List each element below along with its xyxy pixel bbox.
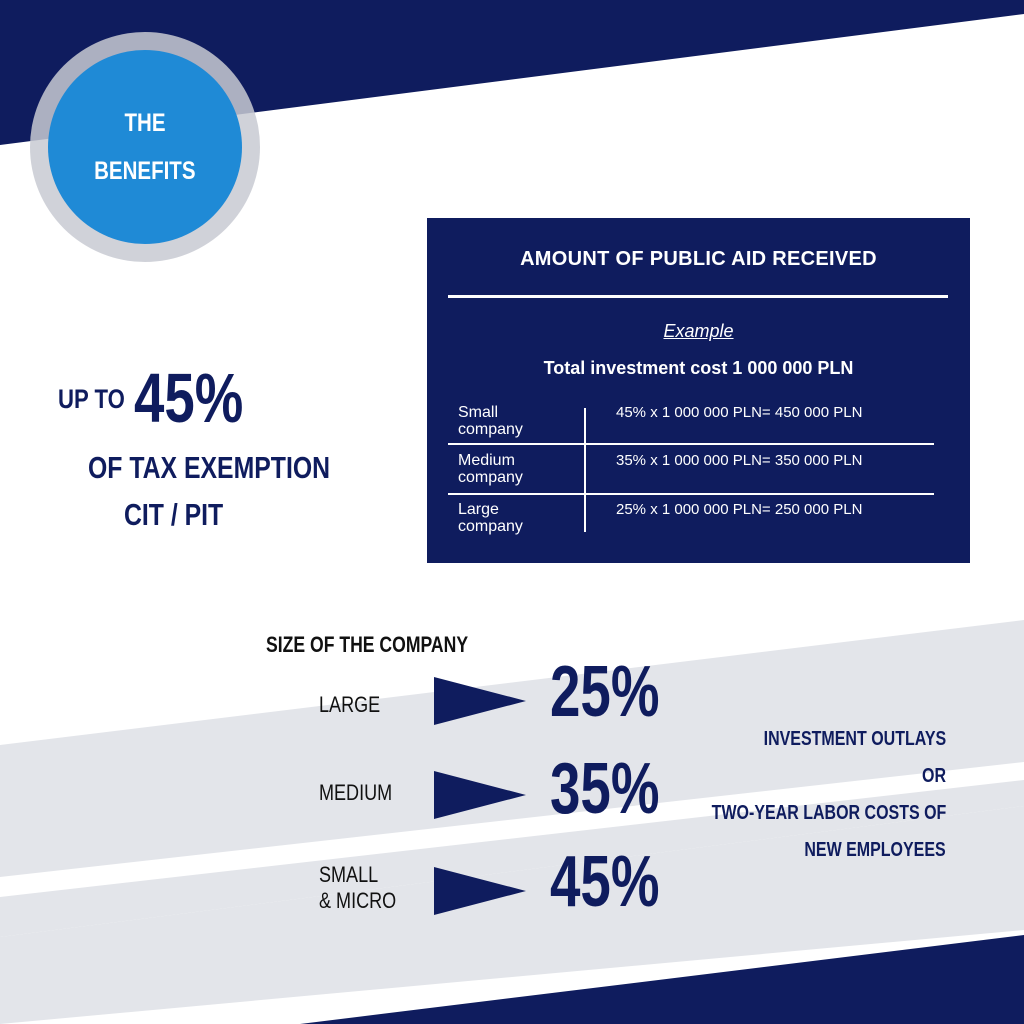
size-label-medium: MEDIUM bbox=[319, 780, 393, 805]
size-section-title: SIZE OF THE COMPANY bbox=[266, 632, 469, 657]
size-label-small: SMALL & MICRO bbox=[319, 862, 396, 914]
table-row-calc: 25% x 1 000 000 PLN= 250 000 PLN bbox=[616, 501, 863, 518]
size-label-large: LARGE bbox=[319, 692, 381, 717]
note-line-1: INVESTMENT OUTLAYS bbox=[763, 728, 946, 750]
size-label-line: & MICRO bbox=[319, 888, 397, 913]
table-row-label: Small company bbox=[458, 404, 578, 438]
badge-line-1: THE bbox=[124, 109, 166, 137]
panel-divider bbox=[448, 295, 948, 298]
gray-band-bottom bbox=[0, 806, 1024, 1024]
panel-title: AMOUNT OF PUBLIC AID RECEIVED bbox=[520, 248, 877, 270]
row-label-line: company bbox=[458, 518, 523, 535]
size-value-large: 25% bbox=[550, 652, 660, 732]
size-value-medium: 35% bbox=[550, 749, 660, 829]
note-line-4: NEW EMPLOYEES bbox=[804, 839, 946, 861]
row-label-line: Medium bbox=[458, 452, 515, 469]
table-row-calc: 45% x 1 000 000 PLN= 450 000 PLN bbox=[616, 404, 863, 421]
table-column-divider bbox=[584, 408, 586, 532]
row-label-line: company bbox=[458, 421, 523, 438]
row-label-line: company bbox=[458, 469, 523, 486]
size-value-small: 45% bbox=[550, 842, 660, 922]
note-line-3: TWO-YEAR LABOR COSTS OF bbox=[711, 802, 946, 824]
benefits-badge: THE BENEFITS bbox=[48, 50, 242, 244]
total-investment: Total investment cost 1 000 000 PLN bbox=[543, 358, 854, 378]
row-label-line: Large bbox=[458, 501, 499, 518]
arrow-right-icon bbox=[434, 867, 526, 915]
table-row-divider bbox=[448, 443, 934, 445]
headline-line-3: CIT / PIT bbox=[124, 497, 224, 532]
gray-band-upper bbox=[0, 620, 1024, 877]
table-row-calc: 35% x 1 000 000 PLN= 350 000 PLN bbox=[616, 452, 863, 469]
table-row-divider bbox=[448, 493, 934, 495]
headline-prefix: UP TO bbox=[58, 384, 125, 414]
note-line-2: OR bbox=[922, 765, 946, 787]
headline-line-2: OF TAX EXEMPTION bbox=[88, 450, 331, 485]
table-row-label: Large company bbox=[458, 501, 578, 535]
arrow-right-icon bbox=[434, 677, 526, 725]
bottom-navy-band bbox=[300, 935, 1024, 1024]
headline-value: 45% bbox=[134, 359, 244, 437]
size-label-line: SMALL bbox=[319, 862, 379, 887]
public-aid-panel: AMOUNT OF PUBLIC AID RECEIVED Example To… bbox=[427, 218, 970, 563]
row-label-line: Small bbox=[458, 404, 499, 421]
badge-line-2: BENEFITS bbox=[94, 157, 196, 185]
top-navy-band bbox=[0, 0, 1024, 145]
gray-band-lower bbox=[0, 780, 1024, 937]
table-row-label: Medium company bbox=[458, 452, 578, 486]
example-label: Example bbox=[663, 321, 734, 341]
arrow-right-icon bbox=[434, 771, 526, 819]
